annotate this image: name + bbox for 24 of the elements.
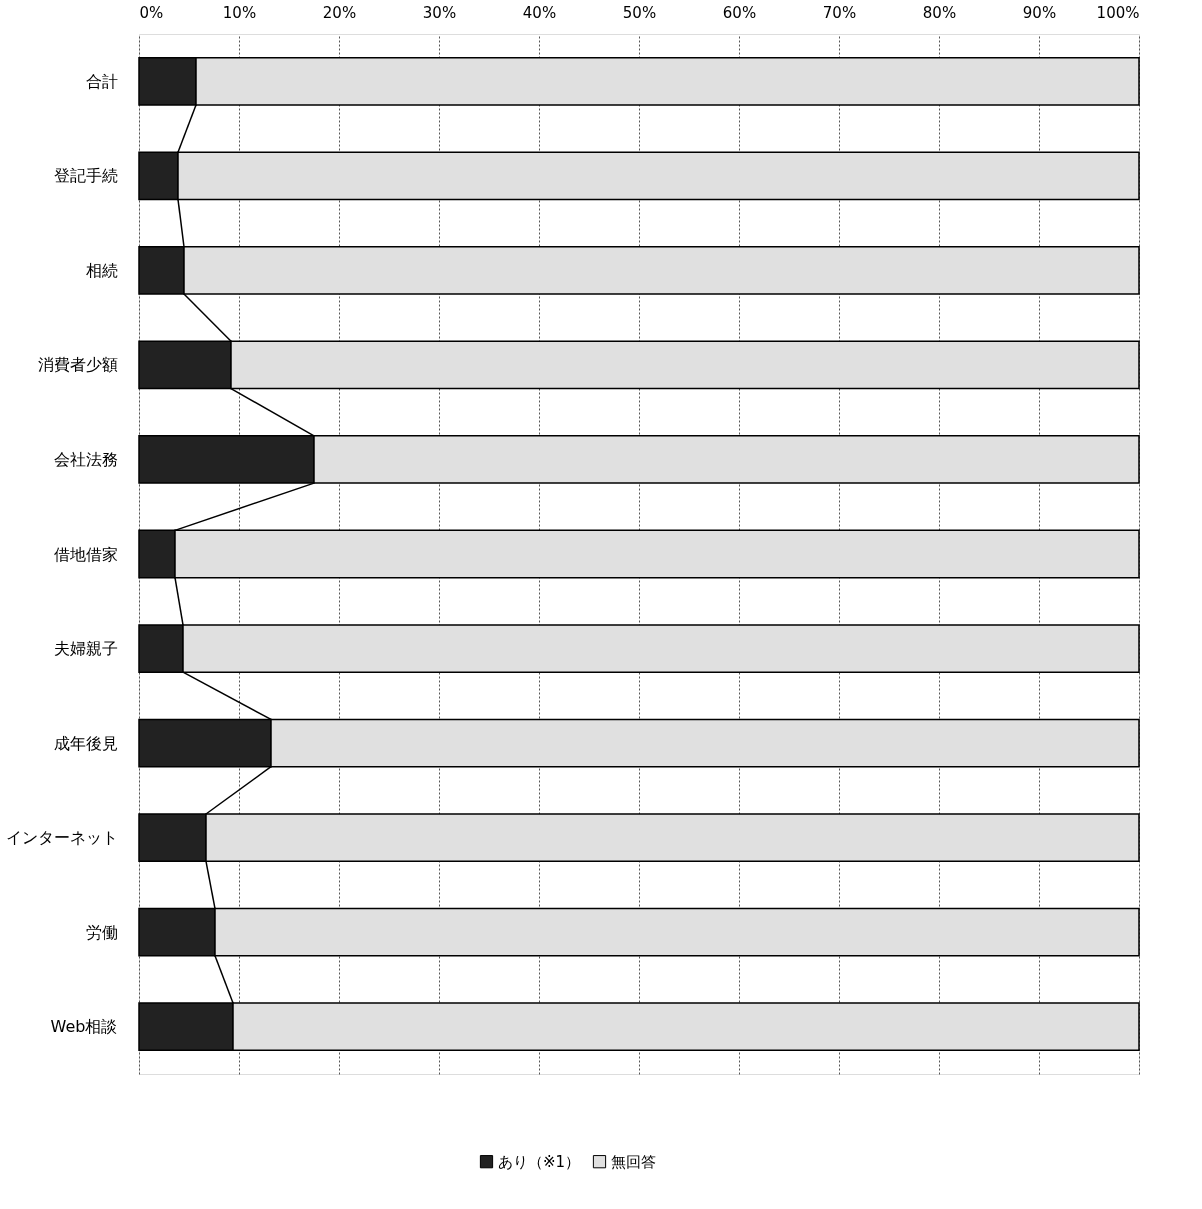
y-tick-label: 合計: [85, 71, 118, 91]
y-tick-label: 会社法務: [53, 449, 118, 469]
x-tick-label: 40%: [522, 3, 557, 22]
y-tick-label: 消費者少額: [37, 355, 118, 375]
y-tick-label: 借地借家: [53, 544, 118, 564]
legend-label: 無回答: [611, 1152, 656, 1171]
y-tick-label: 労働: [85, 922, 118, 942]
y-tick-label: インターネット: [5, 828, 118, 848]
y-tick-label: Web相談: [50, 1017, 118, 1037]
x-tick-label: 60%: [722, 3, 757, 22]
x-tick-label: 70%: [822, 3, 857, 22]
y-tick-label: 相続: [85, 260, 118, 280]
x-tick-label: 30%: [422, 3, 457, 22]
x-tick-label: 100%: [1096, 3, 1140, 22]
x-tick-label: 80%: [922, 3, 957, 22]
y-tick-label: 登記手続: [53, 166, 118, 186]
legend-label: あり（※1）: [498, 1152, 581, 1171]
x-tick-label: 10%: [222, 3, 257, 22]
x-tick-label: 50%: [622, 3, 657, 22]
y-tick-label: 成年後見: [53, 733, 118, 753]
x-tick-label: 90%: [1022, 3, 1057, 22]
x-tick-label: 0%: [139, 3, 164, 22]
y-tick-label: 夫婦親子: [53, 639, 118, 659]
x-tick-label: 20%: [322, 3, 357, 22]
